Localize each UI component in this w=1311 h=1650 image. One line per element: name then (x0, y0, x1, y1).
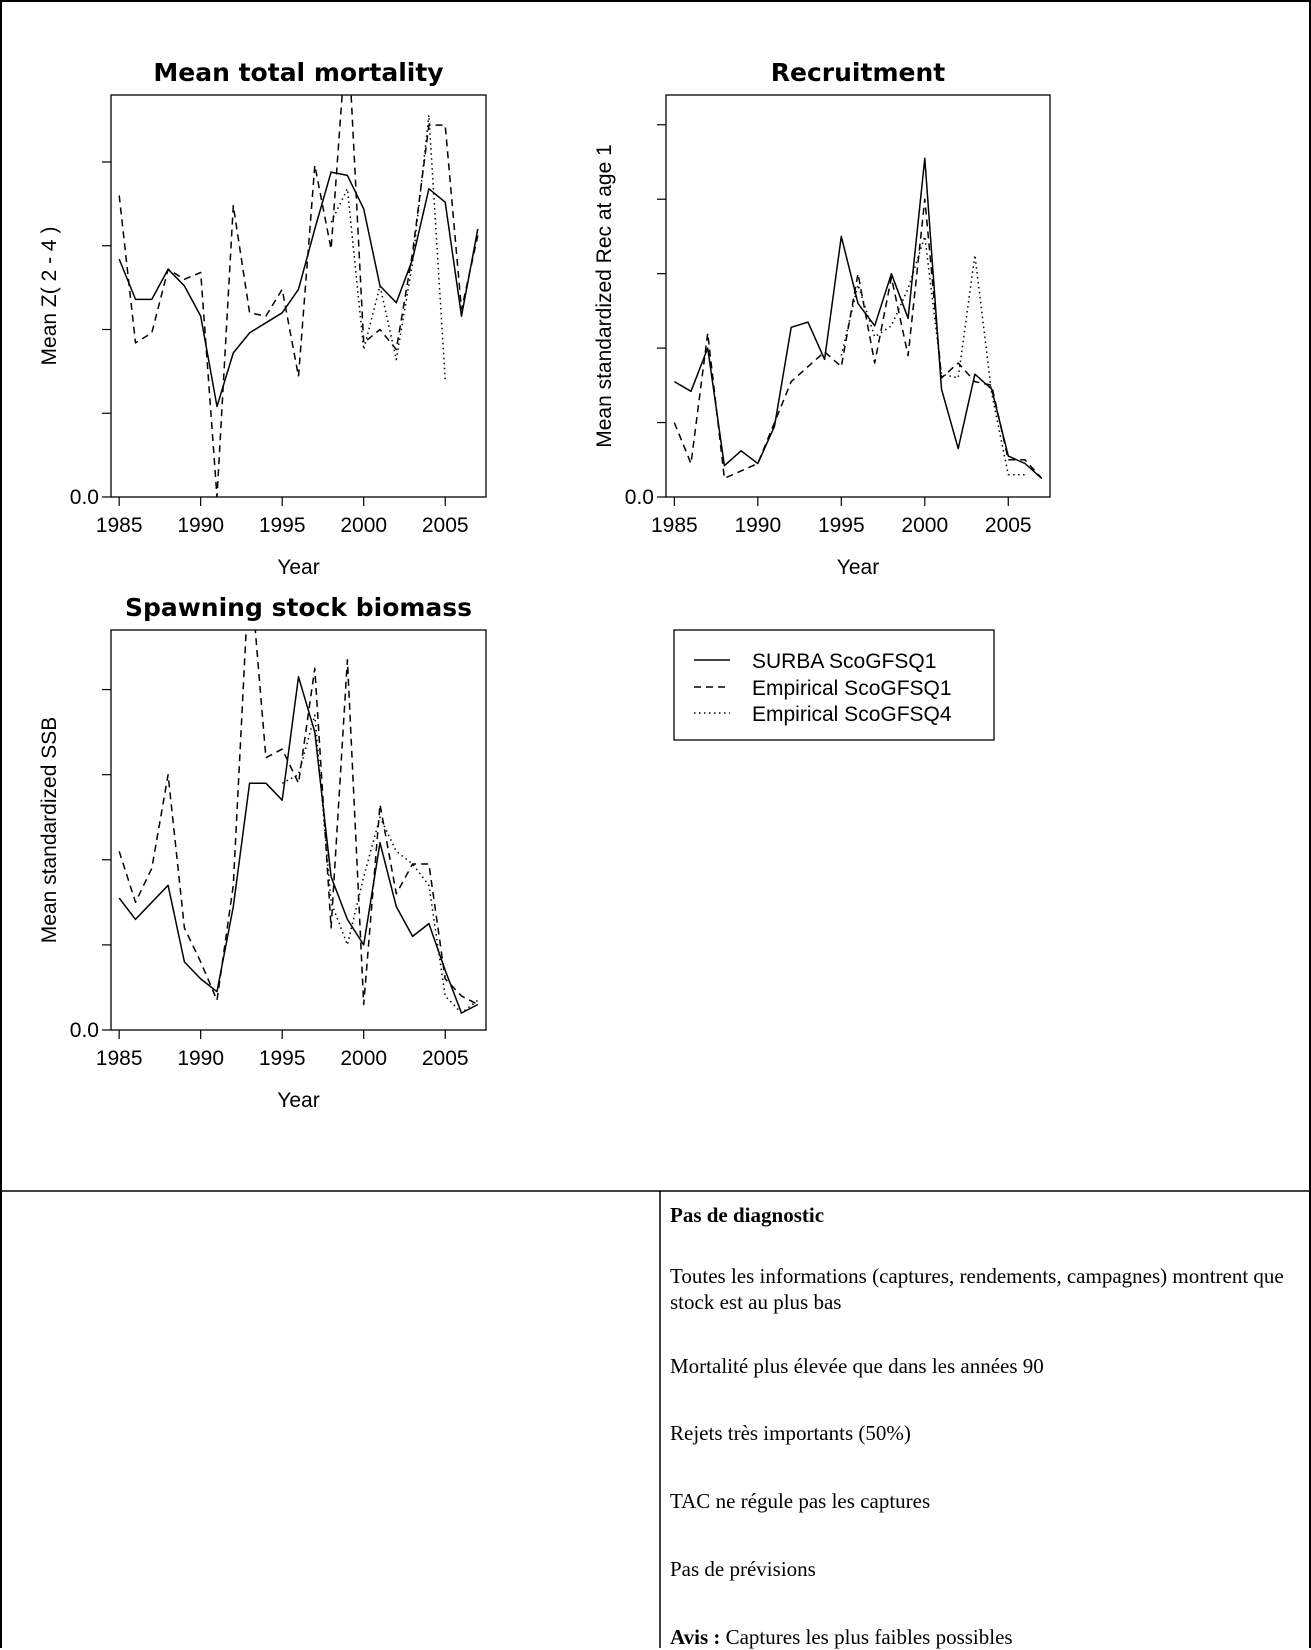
plot-frame (665, 94, 1051, 498)
panel-paragraph-4: TAC ne régule pas les captures (670, 1489, 931, 1513)
chart-title: Recruitment (771, 58, 945, 87)
chart-title: Spawning stock biomass (125, 593, 472, 622)
series-line-dashed (118, 95, 479, 497)
y-axis-label: Mean standardized SSB (38, 717, 61, 943)
chart-mean-total-mortality: Mean total mortality 1985 1990 1995 2000 2005… (38, 58, 487, 579)
series-line-solid (673, 157, 1043, 479)
series-line-dotted (281, 714, 479, 1014)
chart-title: Mean total mortality (153, 58, 443, 87)
series-line-dashed (118, 630, 479, 1006)
panel-paragraph-3: Rejets très importants (50%) (670, 1421, 911, 1445)
legend-label-surba: SURBA ScoGFSQ1 (752, 650, 936, 673)
y-axis-label: Mean Z( 2 - 4 ) (38, 227, 61, 366)
plot-frame (110, 629, 487, 1031)
legend-label-empirical-q1: Empirical ScoGFSQ1 (752, 677, 952, 700)
panel-advice: Avis : Captures les plus faibles possibl… (670, 1624, 1300, 1650)
x-tick-label: 1990 (177, 1047, 224, 1070)
x-tick-label: 2005 (422, 1047, 469, 1070)
panel-advice-label: Avis : (670, 1625, 721, 1649)
x-tick-label: 1985 (96, 514, 143, 537)
legend-box (673, 629, 995, 741)
x-tick-label: 2005 (422, 514, 469, 537)
plot-frame (110, 94, 487, 498)
x-axis-label: Year (277, 556, 319, 579)
x-tick-label: 2000 (340, 514, 387, 537)
x-axis-label: Year (277, 1089, 319, 1112)
series-line-dotted (840, 235, 1025, 476)
x-tick-label: 1995 (818, 514, 865, 537)
x-tick-label: 1990 (734, 514, 781, 537)
chart-legend: SURBA ScoGFSQ1 Empirical ScoGFSQ1 Empiri… (673, 629, 995, 741)
panel-advice-text: Captures les plus faibles possibles (720, 1625, 1013, 1649)
x-tick-label: 1990 (177, 514, 224, 537)
x-axis-label: Year (837, 556, 879, 579)
series-line-solid (118, 171, 479, 408)
y-tick-label: 0.0 (70, 486, 99, 509)
chart-recruitment: Recruitment 1985 1990 1995 2000 2005 Year 0.0 Me… (593, 58, 1051, 579)
x-tick-label: 1995 (259, 514, 306, 537)
x-tick-label: 2000 (901, 514, 948, 537)
series-line-solid (118, 676, 479, 1014)
x-tick-label: 1995 (259, 1047, 306, 1070)
x-tick-label: 2005 (985, 514, 1032, 537)
panel-paragraph-5: Pas de prévisions (670, 1557, 816, 1581)
chart-spawning-stock-biomass: Spawning stock biomass 1985 1990 1995 2000 20… (38, 593, 487, 1112)
y-axis-label: Mean standardized Rec at age 1 (593, 144, 616, 448)
panel-paragraph-1: Toutes les informations (captures, rende… (670, 1264, 1284, 1314)
y-tick-label: 0.0 (70, 1019, 99, 1042)
series-line-dashed (673, 198, 1043, 480)
panel-paragraph-2: Mortalité plus élevée que dans les année… (670, 1354, 1044, 1378)
panel-heading: Pas de diagnostic (670, 1203, 825, 1227)
x-tick-label: 1985 (651, 514, 698, 537)
x-tick-label: 1985 (96, 1047, 143, 1070)
x-tick-label: 2000 (340, 1047, 387, 1070)
legend-label-empirical-q4: Empirical ScoGFSQ4 (752, 703, 952, 726)
y-tick-label: 0.0 (625, 486, 654, 509)
